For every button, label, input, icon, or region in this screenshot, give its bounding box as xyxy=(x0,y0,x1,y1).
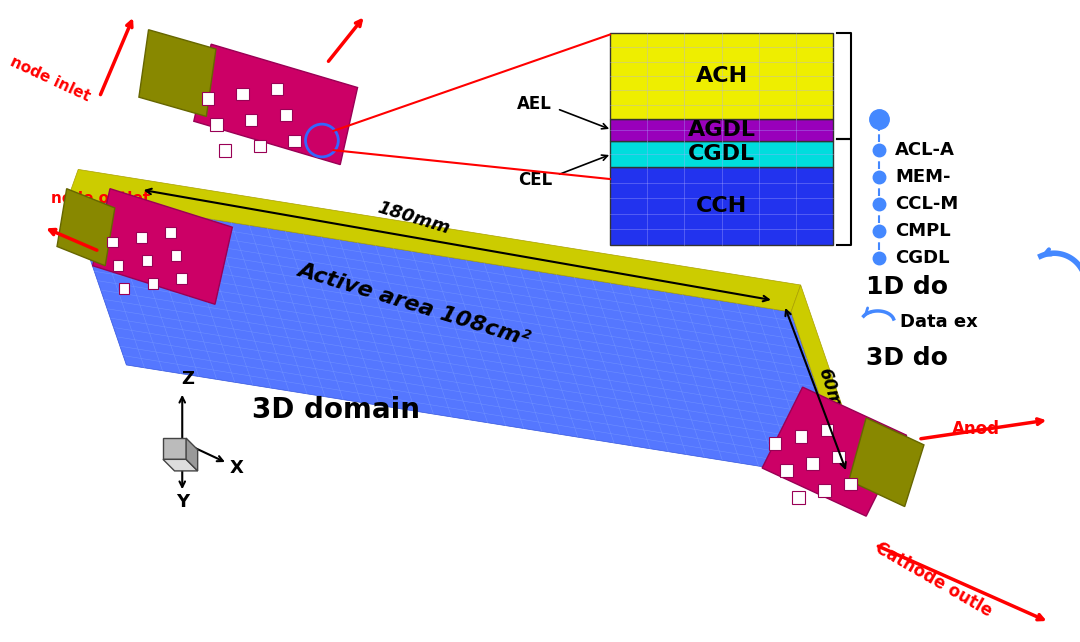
Bar xyxy=(119,283,130,293)
Bar xyxy=(288,135,300,147)
Text: 3D domain: 3D domain xyxy=(253,396,420,424)
Bar xyxy=(171,250,181,261)
Bar xyxy=(237,87,248,100)
Bar xyxy=(843,478,856,490)
Text: CCH: CCH xyxy=(696,196,747,216)
Polygon shape xyxy=(163,459,198,471)
Bar xyxy=(781,464,793,477)
Text: Z: Z xyxy=(181,370,194,388)
Bar xyxy=(271,83,283,95)
Bar xyxy=(163,438,186,459)
Bar xyxy=(202,92,214,105)
Bar xyxy=(107,237,118,247)
Text: Cathode outle: Cathode outle xyxy=(872,539,995,621)
Polygon shape xyxy=(762,387,906,516)
Bar xyxy=(610,168,834,245)
Text: CMPL: CMPL xyxy=(895,222,950,240)
Text: CCL-M: CCL-M xyxy=(895,195,958,213)
Bar xyxy=(211,118,222,131)
Text: node outlet: node outlet xyxy=(51,191,150,206)
Text: 1D do: 1D do xyxy=(866,275,948,299)
Text: node inlet: node inlet xyxy=(8,54,93,104)
Text: Data ex: Data ex xyxy=(900,313,977,331)
Bar xyxy=(821,424,834,436)
Bar xyxy=(610,141,834,168)
Polygon shape xyxy=(849,418,924,507)
Text: X: X xyxy=(229,459,243,477)
Bar xyxy=(176,273,187,284)
Polygon shape xyxy=(791,285,859,481)
Text: Y: Y xyxy=(176,492,189,511)
Bar xyxy=(148,278,158,289)
Bar xyxy=(245,114,257,126)
Polygon shape xyxy=(139,30,216,116)
Text: AEL: AEL xyxy=(517,95,552,113)
Bar xyxy=(610,33,834,119)
Polygon shape xyxy=(69,196,849,481)
Text: 60mm: 60mm xyxy=(814,365,849,426)
Bar xyxy=(792,491,805,504)
Polygon shape xyxy=(57,189,114,266)
Text: 180mm: 180mm xyxy=(375,199,451,238)
Bar xyxy=(136,232,147,243)
Text: CGDL: CGDL xyxy=(895,249,949,267)
Polygon shape xyxy=(193,44,357,164)
Text: 3D do: 3D do xyxy=(866,346,948,370)
Polygon shape xyxy=(69,169,800,312)
Text: Anod: Anod xyxy=(951,421,1000,438)
Bar xyxy=(769,437,782,449)
Bar xyxy=(610,119,834,141)
Bar xyxy=(818,485,831,497)
Bar xyxy=(795,430,808,443)
Text: CGDL: CGDL xyxy=(688,144,755,164)
Bar xyxy=(280,108,292,121)
Bar xyxy=(833,451,845,463)
Text: AGDL: AGDL xyxy=(688,120,756,140)
Bar xyxy=(165,227,176,238)
Text: CEL: CEL xyxy=(518,171,552,189)
Text: MEM-: MEM- xyxy=(895,168,950,186)
Bar xyxy=(807,457,819,470)
Text: ACH: ACH xyxy=(696,66,747,86)
Bar xyxy=(254,139,266,152)
Bar xyxy=(141,255,152,266)
Bar xyxy=(219,144,231,157)
Text: Active area 108cm²: Active area 108cm² xyxy=(295,259,532,349)
Polygon shape xyxy=(186,438,198,471)
Bar xyxy=(113,260,123,270)
Text: ACL-A: ACL-A xyxy=(895,141,955,159)
Polygon shape xyxy=(93,189,232,304)
